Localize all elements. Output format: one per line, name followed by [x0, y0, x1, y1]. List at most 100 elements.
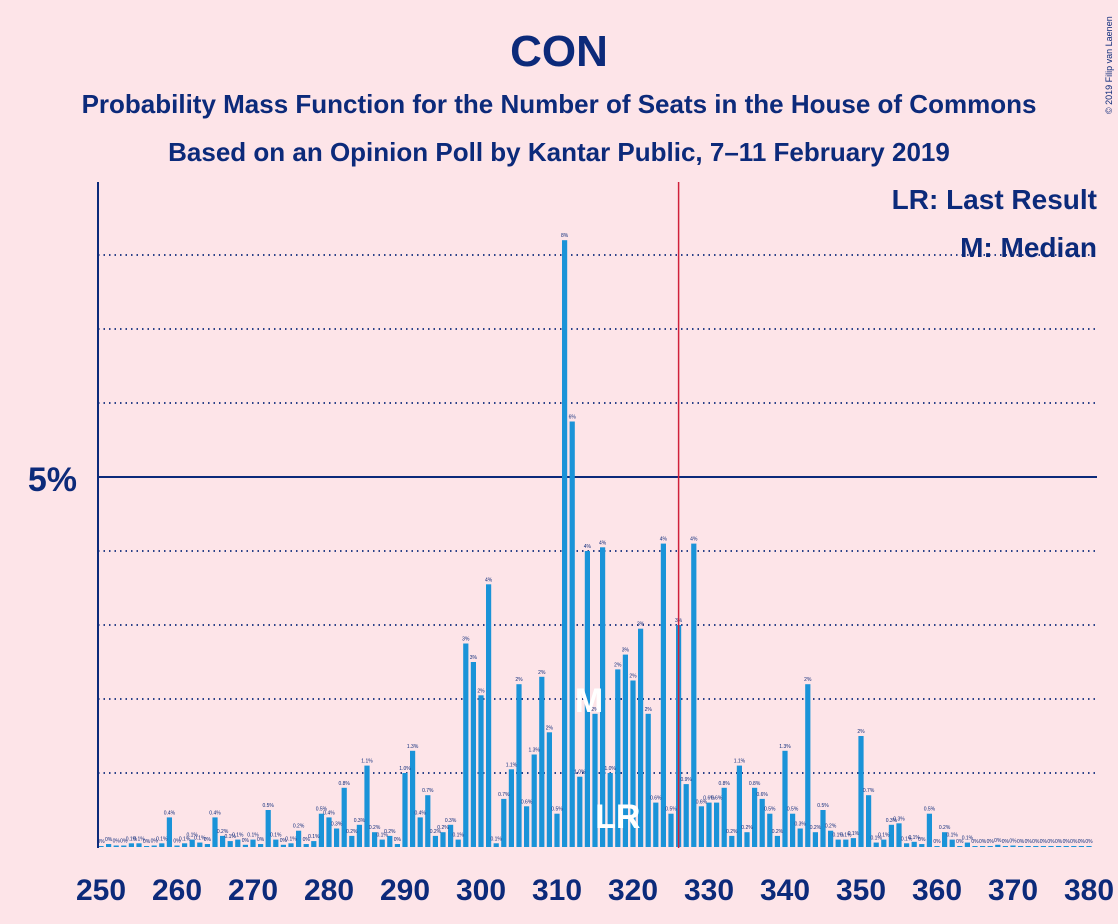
data-label: 0.2% — [825, 824, 837, 830]
bar — [440, 832, 446, 847]
bar — [106, 844, 112, 847]
data-label: 0% — [1063, 839, 1071, 845]
data-label: 0.5% — [924, 807, 936, 813]
data-label: 0.1% — [126, 836, 138, 842]
bar — [630, 680, 636, 847]
data-label: 0.5% — [262, 803, 274, 809]
copyright-credit: © 2019 Filip van Laenen — [1104, 16, 1114, 114]
bar — [706, 802, 712, 847]
data-label: 0.1% — [179, 836, 191, 842]
bar — [942, 832, 948, 847]
bar — [311, 841, 317, 847]
x-tick-label: 280 — [304, 874, 354, 907]
data-label: 0.1% — [848, 831, 860, 837]
bar — [957, 846, 963, 847]
data-label: 0.5% — [787, 807, 799, 813]
bar — [668, 813, 674, 847]
data-label: 0.2% — [384, 829, 396, 835]
data-label: 0.3% — [794, 822, 806, 828]
bar — [1048, 846, 1054, 847]
data-label: 0.1% — [908, 835, 920, 841]
bar — [288, 843, 294, 847]
data-label: 0.1% — [962, 836, 974, 842]
x-tick-label: 350 — [836, 874, 886, 907]
data-label: 0% — [120, 839, 128, 845]
data-label: 0.3% — [354, 818, 366, 824]
data-label: 2% — [645, 707, 653, 713]
bar — [866, 795, 872, 847]
data-label: 0% — [956, 839, 964, 845]
data-label: 0.1% — [946, 833, 958, 839]
data-label: 0.4% — [414, 810, 426, 816]
data-label: 0.1% — [270, 833, 282, 839]
data-label: 3% — [470, 655, 478, 661]
bar — [592, 713, 598, 847]
data-label: 4% — [660, 537, 668, 543]
chart-title: CON — [510, 27, 608, 76]
data-label: 0.5% — [316, 807, 328, 813]
data-label: 1.1% — [734, 759, 746, 765]
data-label: 0.2% — [369, 825, 381, 831]
bar — [410, 750, 416, 847]
data-label: 0% — [1078, 839, 1086, 845]
bar — [250, 839, 256, 847]
data-label: 3% — [637, 622, 645, 628]
data-label: 0% — [1002, 839, 1010, 845]
data-label: 2% — [804, 677, 812, 683]
bar — [258, 844, 264, 847]
bar — [1033, 846, 1039, 847]
data-label: 0.5% — [817, 803, 829, 809]
data-label: 0.6% — [756, 792, 768, 798]
bar — [774, 835, 780, 847]
bar — [516, 684, 522, 847]
data-label: 2% — [546, 725, 554, 731]
data-label: 1.0% — [574, 770, 586, 776]
x-tick-label: 330 — [684, 874, 734, 907]
bar — [820, 810, 826, 847]
data-label: 0% — [1032, 839, 1040, 845]
bar — [615, 669, 621, 847]
bar — [448, 824, 454, 847]
bar — [394, 844, 400, 847]
data-label: 2% — [857, 729, 865, 735]
data-label: 0.1% — [156, 836, 168, 842]
bar — [98, 846, 104, 847]
bar — [584, 551, 590, 847]
bar — [174, 845, 180, 847]
x-tick-label: 270 — [228, 874, 278, 907]
bar — [858, 736, 864, 847]
bar — [622, 654, 628, 847]
data-label: 1.3% — [407, 744, 419, 750]
data-label: 0.2% — [437, 825, 449, 831]
bar — [501, 798, 507, 847]
data-label: 0% — [1085, 839, 1093, 845]
bar — [189, 839, 195, 847]
data-labels-group: 0% 0% 0% 0%0.1%0.1%0% 0%0.1%0.4%0%0.1%0.1%0.… — [97, 233, 1093, 845]
data-label: 0% — [151, 839, 159, 845]
x-tick-labels: 250 260 270 280 290 300 310 320 330 340 350 360 370 3… — [76, 874, 1114, 907]
data-label: 1.0% — [399, 766, 411, 772]
data-label: 0.6% — [711, 796, 723, 802]
bar — [972, 846, 978, 847]
bar — [698, 806, 704, 847]
bar — [577, 776, 583, 847]
bar — [904, 843, 910, 847]
data-label: 0.3% — [886, 818, 898, 824]
data-label: 0.1% — [232, 833, 244, 839]
data-label: 0.2% — [346, 829, 358, 835]
data-label: 0.1% — [452, 833, 464, 839]
bar — [873, 842, 879, 847]
bar — [919, 844, 925, 847]
data-label: 0.2% — [430, 829, 442, 835]
data-label: 0.2% — [293, 824, 305, 830]
bar — [524, 806, 530, 847]
data-label: 0.4% — [164, 810, 176, 816]
data-label: 0.3% — [893, 816, 905, 822]
data-label: 0% — [1047, 839, 1055, 845]
bar — [296, 830, 302, 847]
data-label: 0.6% — [696, 799, 708, 805]
bar — [539, 676, 545, 847]
bar — [280, 844, 286, 847]
bar — [220, 835, 226, 847]
bar — [949, 839, 955, 847]
